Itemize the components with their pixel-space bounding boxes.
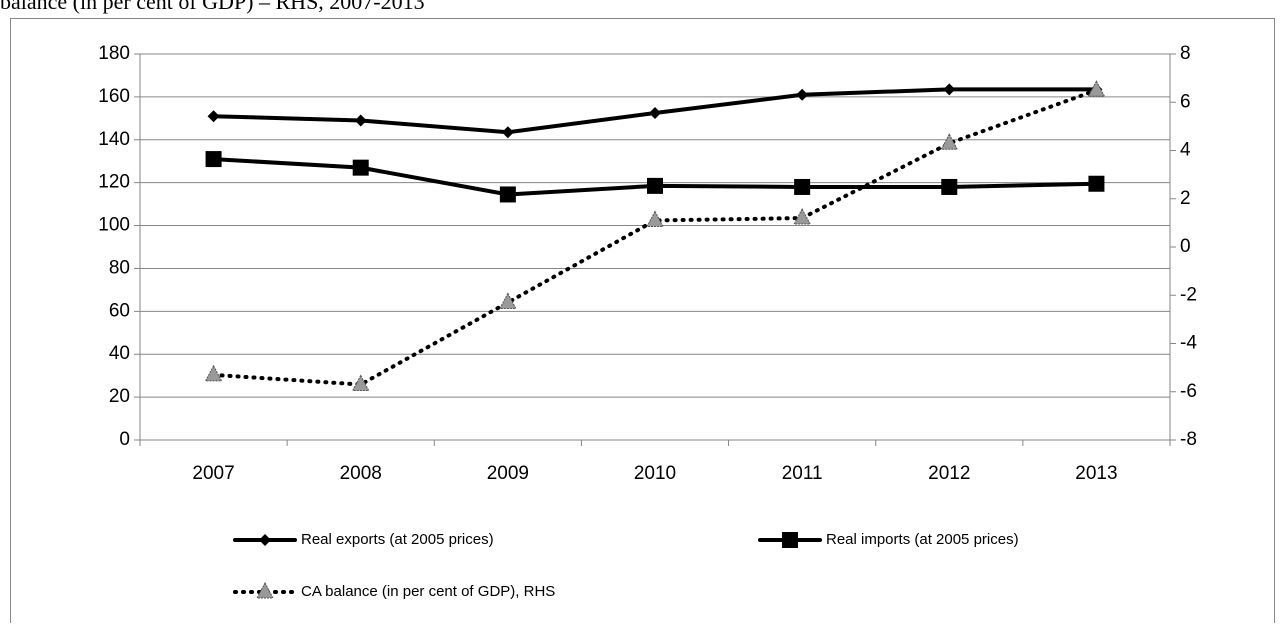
y-tick-label: 100 <box>98 215 130 236</box>
y2-tick-label: -4 <box>1180 333 1197 354</box>
y-tick-label: 0 <box>119 429 130 450</box>
point <box>943 83 956 96</box>
point <box>941 178 958 195</box>
y2-tick-label: 6 <box>1180 91 1191 112</box>
point <box>647 177 663 194</box>
x-tick-label: 2008 <box>340 463 382 484</box>
point <box>646 210 664 227</box>
y-tick-label: 160 <box>98 86 130 107</box>
y-tick-label: 180 <box>98 43 130 64</box>
point <box>499 292 517 309</box>
series-line <box>211 88 1099 387</box>
y2-tick-label: -8 <box>1180 429 1197 450</box>
y-tick-label: 120 <box>98 172 130 193</box>
y2-tick-label: 2 <box>1180 188 1191 209</box>
point <box>207 110 220 123</box>
x-tick-label: 2011 <box>782 463 823 484</box>
y-tick-label: 140 <box>98 129 130 150</box>
x-tick-label: 2007 <box>192 463 234 484</box>
y2-tick-label: 4 <box>1180 140 1191 161</box>
point <box>649 106 661 119</box>
point <box>793 207 811 225</box>
legend-label: Real exports (at 2005 prices) <box>301 531 494 548</box>
legend-marker <box>259 534 271 546</box>
y-tick-label: 40 <box>109 343 130 364</box>
y-tick-label: 60 <box>109 300 130 321</box>
point <box>204 364 223 382</box>
chart-title: balance (in per cent of GDP) – RHS, 2007… <box>0 0 425 14</box>
point <box>352 159 369 176</box>
point <box>796 88 809 101</box>
point <box>1088 175 1105 192</box>
y-tick-label: 20 <box>109 386 130 407</box>
x-tick-label: 2013 <box>1075 463 1117 484</box>
y2-tick-label: -2 <box>1180 284 1197 305</box>
legend-label: Real imports (at 2005 prices) <box>826 531 1019 548</box>
y2-tick-label: 0 <box>1180 236 1191 257</box>
y2-tick-label: 8 <box>1180 43 1191 64</box>
point <box>940 133 959 150</box>
x-tick-label: 2010 <box>634 463 676 484</box>
point <box>499 186 516 203</box>
point <box>794 178 811 195</box>
point <box>351 374 370 392</box>
legend-marker <box>782 532 798 548</box>
y2-tick-label: -6 <box>1180 381 1197 402</box>
x-tick-label: 2012 <box>928 463 970 484</box>
point <box>354 114 367 127</box>
x-tick-label: 2009 <box>487 463 529 484</box>
legend-marker <box>256 581 274 599</box>
chart-frame <box>10 18 1275 628</box>
y-tick-label: 80 <box>109 257 130 278</box>
point <box>205 151 222 168</box>
point <box>501 126 514 139</box>
legend-label: CA balance (in per cent of GDP), RHS <box>301 583 555 600</box>
point <box>1087 80 1106 97</box>
